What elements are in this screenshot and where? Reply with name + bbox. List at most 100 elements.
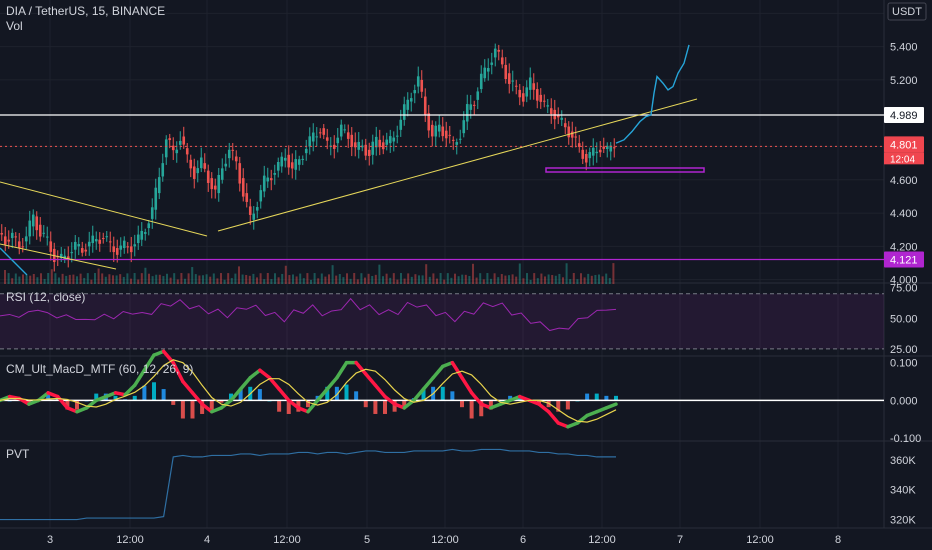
candle-body (14, 236, 18, 238)
candle-body (203, 163, 207, 169)
volume-bar (216, 278, 219, 284)
macd-line-segment (546, 409, 560, 425)
trendline-support[interactable] (0, 243, 117, 270)
volume-bar (472, 263, 474, 284)
candle-body (196, 168, 200, 174)
macd-line-segment (450, 360, 464, 380)
volume-bar (72, 274, 75, 284)
macd-line-segment (238, 376, 252, 391)
volume-bar (137, 279, 140, 284)
drawings[interactable] (0, 44, 884, 276)
projection-path[interactable] (615, 44, 690, 144)
macd-line-segment (36, 391, 50, 403)
volume-bar (313, 273, 316, 284)
volume-bar (277, 277, 280, 284)
candle-body (287, 154, 291, 168)
macd-line-segment (229, 387, 243, 403)
candle-body (255, 207, 259, 211)
pvt-title[interactable]: PVT (6, 447, 30, 461)
candle-body (434, 125, 438, 137)
candle-body (430, 124, 434, 137)
macd-histogram-bar (132, 395, 137, 401)
macd-line-segment (604, 402, 618, 410)
candle-body (227, 149, 231, 159)
volume-bar (11, 278, 14, 284)
candle-body (497, 49, 501, 52)
candle-body (112, 246, 116, 253)
volume-bar (194, 274, 197, 284)
candle-body (31, 214, 35, 227)
volume-bar (612, 263, 615, 284)
macd-histogram-bar (219, 400, 224, 403)
candle-body (311, 132, 315, 142)
volume-bar (414, 274, 417, 284)
candle-body (17, 241, 21, 249)
candle-body (7, 239, 11, 242)
projection-left[interactable] (0, 247, 28, 276)
candle-body (388, 136, 392, 144)
candle-body (577, 143, 581, 147)
volume-bar (403, 278, 406, 284)
candle-body (525, 87, 529, 97)
volume-bar (436, 278, 438, 284)
symbol-title[interactable]: DIA / TetherUS, 15, BINANCE (6, 4, 165, 18)
volume-bar (367, 273, 370, 284)
macd-histogram-bar (229, 393, 233, 401)
trendline-up[interactable] (217, 98, 698, 232)
candle-body (87, 241, 91, 247)
time-tick-label: 12:00 (431, 534, 459, 546)
macd-histogram-bar (440, 386, 445, 401)
macd-histogram-bar (565, 400, 570, 410)
volume-bar (407, 273, 410, 284)
macd-line-segment (267, 376, 281, 391)
candle-body (500, 57, 504, 65)
candle-body (70, 252, 74, 254)
candle-body (213, 185, 217, 190)
macd-line-segment (277, 387, 291, 403)
trendline-down[interactable] (0, 181, 208, 237)
rsi-title[interactable]: RSI (12, close) (6, 290, 85, 304)
support-box[interactable] (545, 167, 705, 173)
macd-line-segment (421, 376, 435, 391)
candle-body (364, 144, 368, 156)
price-candles (0, 43, 616, 272)
volume-bar (590, 275, 593, 284)
volume-bar (90, 279, 93, 284)
candle-body (210, 178, 214, 190)
macd-line-segment (123, 383, 137, 397)
pvt-pane: 360K 340K 320K (0, 448, 916, 527)
rsi-tick-label: 50.00 (890, 313, 918, 325)
volume-bar (479, 273, 482, 284)
candle-body (84, 249, 88, 252)
volume-bar (169, 277, 172, 284)
volume-bar (551, 275, 554, 284)
candle-body (476, 91, 480, 100)
volume-bar (68, 274, 71, 284)
candle-body (147, 223, 151, 229)
volume-bar (446, 273, 449, 284)
candle-body (486, 68, 490, 72)
volume-bar (299, 273, 302, 284)
macd-title[interactable]: CM_Ult_MacD_MTF (60, 12, 26, 9) (6, 362, 193, 376)
candle-body (161, 163, 165, 177)
candle-body (231, 149, 235, 151)
volume-bar (220, 273, 222, 284)
time-tick-label: 12:00 (588, 534, 616, 546)
volume-label[interactable]: Vol (6, 19, 23, 33)
macd-histogram-bar (152, 382, 156, 401)
candle-body (427, 113, 431, 131)
volume-bar (500, 274, 503, 284)
candle-body (598, 149, 602, 153)
candle-body (612, 147, 616, 149)
volume-bar (94, 273, 96, 284)
candle-body (248, 206, 252, 215)
macd-histogram-bar (200, 400, 205, 414)
volume-bar (450, 277, 453, 284)
volume-bar (47, 273, 50, 284)
macd-histogram-bar (614, 395, 618, 401)
candle-body (238, 163, 242, 184)
macd-histogram-bar (344, 384, 349, 401)
volume-bar (61, 273, 64, 284)
